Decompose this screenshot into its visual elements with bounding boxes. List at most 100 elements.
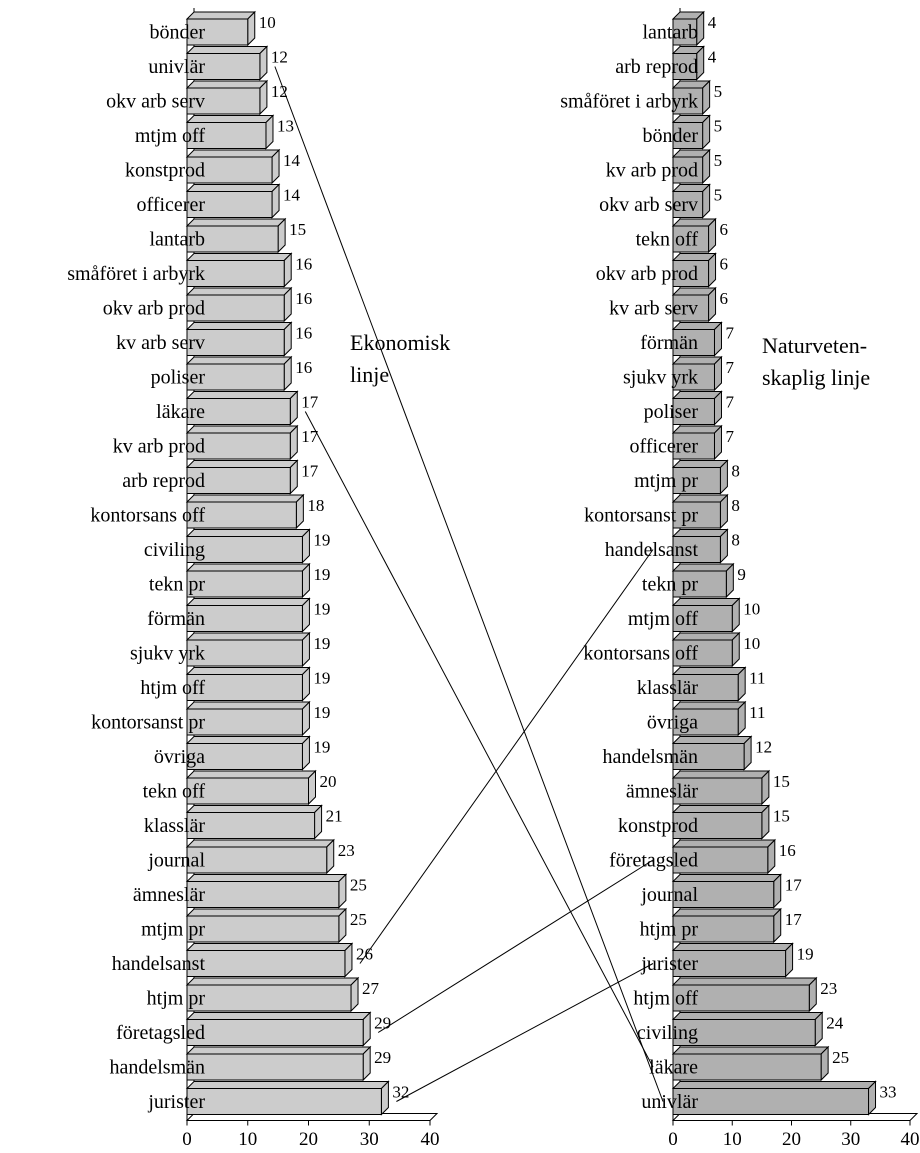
bar [186, 605, 303, 632]
bar-top [185, 563, 311, 572]
bar-top [185, 80, 269, 89]
annotation: skaplig linje [762, 365, 870, 390]
annotation: Ekonomisk [350, 330, 450, 355]
value-label: 27 [362, 979, 380, 998]
x-tick-label: 0 [668, 1129, 678, 1150]
bar [672, 18, 698, 46]
value-label: 4 [708, 47, 717, 66]
bar [672, 605, 733, 632]
bar [672, 53, 698, 80]
bar [672, 743, 745, 770]
value-label: 19 [313, 599, 330, 618]
bar-top [185, 218, 287, 227]
value-label: 12 [271, 82, 288, 101]
bar-top [671, 322, 723, 330]
bar-top [671, 908, 782, 917]
category-label: journal [147, 850, 205, 872]
category-label: konstprod [618, 815, 698, 837]
bar [186, 984, 352, 1012]
value-label: 11 [749, 668, 765, 687]
bar [186, 777, 309, 805]
value-label: 21 [326, 806, 343, 825]
bar-top [671, 391, 723, 399]
bar-top [185, 391, 299, 399]
value-label: 15 [773, 806, 790, 825]
bar-top [185, 770, 317, 779]
category-label: småföret i arbyrk [67, 263, 205, 285]
bar-top [185, 115, 275, 123]
category-label: tekn off [143, 781, 206, 803]
bar-top [185, 322, 293, 330]
bar [672, 294, 710, 322]
bar [186, 18, 249, 46]
bar-top [185, 1081, 390, 1089]
value-label: 17 [301, 427, 319, 446]
bar [672, 156, 704, 184]
bar [672, 260, 710, 287]
bar-top [185, 425, 299, 434]
value-label: 10 [743, 599, 760, 618]
value-label: 7 [725, 358, 734, 377]
category-label: läkare [649, 1057, 698, 1079]
bar [672, 1019, 816, 1046]
bar [186, 639, 303, 667]
bar [672, 1053, 822, 1081]
category-label: htjm pr [147, 988, 206, 1010]
value-label: 16 [779, 841, 796, 860]
category-label: htjm off [140, 677, 205, 699]
category-label: htjm off [633, 988, 698, 1010]
bar-top [671, 563, 735, 572]
value-label: 14 [283, 151, 301, 170]
bar [672, 398, 715, 425]
bar [672, 881, 775, 908]
category-label: htjm pr [640, 919, 699, 941]
value-label: 19 [797, 944, 814, 963]
bar-top [185, 529, 311, 537]
category-label: kv arb serv [116, 332, 205, 354]
annotation: Naturveten- [762, 333, 867, 358]
bar [672, 329, 715, 356]
value-label: 5 [714, 82, 723, 101]
value-label: 19 [313, 668, 330, 687]
value-label: 7 [725, 427, 734, 446]
bar [672, 191, 704, 218]
value-label: 16 [295, 323, 312, 342]
x-tick-label: 40 [901, 1129, 920, 1150]
value-label: 19 [313, 565, 330, 584]
bar [186, 398, 291, 425]
annotation: linje [350, 362, 389, 387]
category-label: arb reprod [122, 470, 205, 492]
category-label: klasslär [144, 815, 205, 837]
bar [186, 950, 346, 977]
category-label: tekn off [636, 229, 699, 251]
value-label: 5 [714, 185, 723, 204]
bar-top [671, 425, 723, 434]
x-tick-label: 30 [360, 1129, 379, 1150]
value-label: 8 [731, 530, 740, 549]
value-label: 6 [720, 289, 729, 308]
bar-top [671, 1046, 830, 1055]
category-label: lantarb [149, 229, 205, 251]
value-label: 6 [720, 220, 729, 239]
category-label: mtjm pr [141, 919, 205, 941]
value-label: 33 [880, 1082, 897, 1101]
category-label: ämneslär [626, 781, 699, 803]
x-tick-label: 40 [421, 1129, 440, 1150]
category-label: klasslär [637, 677, 698, 699]
bar-top [671, 943, 794, 951]
value-label: 23 [820, 979, 837, 998]
category-label: kontorsans off [583, 643, 698, 665]
category-label: officerer [630, 436, 699, 458]
bar-top [185, 839, 335, 848]
bar-top [671, 736, 753, 744]
connector [396, 963, 654, 1102]
value-label: 8 [731, 496, 740, 515]
bar [186, 570, 303, 598]
bar [186, 915, 340, 943]
value-label: 9 [737, 565, 746, 584]
category-label: okv arb serv [106, 91, 205, 113]
x-tick-label: 20 [299, 1129, 318, 1150]
bar-top [185, 1046, 372, 1055]
bar-top [671, 632, 741, 641]
value-label: 4 [708, 13, 717, 32]
